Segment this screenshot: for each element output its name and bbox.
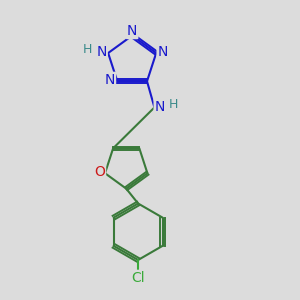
Text: O: O — [94, 165, 105, 179]
Text: N: N — [158, 44, 168, 58]
Text: N: N — [96, 44, 107, 58]
Text: Cl: Cl — [131, 271, 145, 285]
Text: H: H — [169, 98, 178, 111]
Text: N: N — [105, 73, 115, 87]
Text: N: N — [127, 24, 137, 38]
Text: N: N — [154, 100, 165, 113]
Text: H: H — [83, 43, 93, 56]
